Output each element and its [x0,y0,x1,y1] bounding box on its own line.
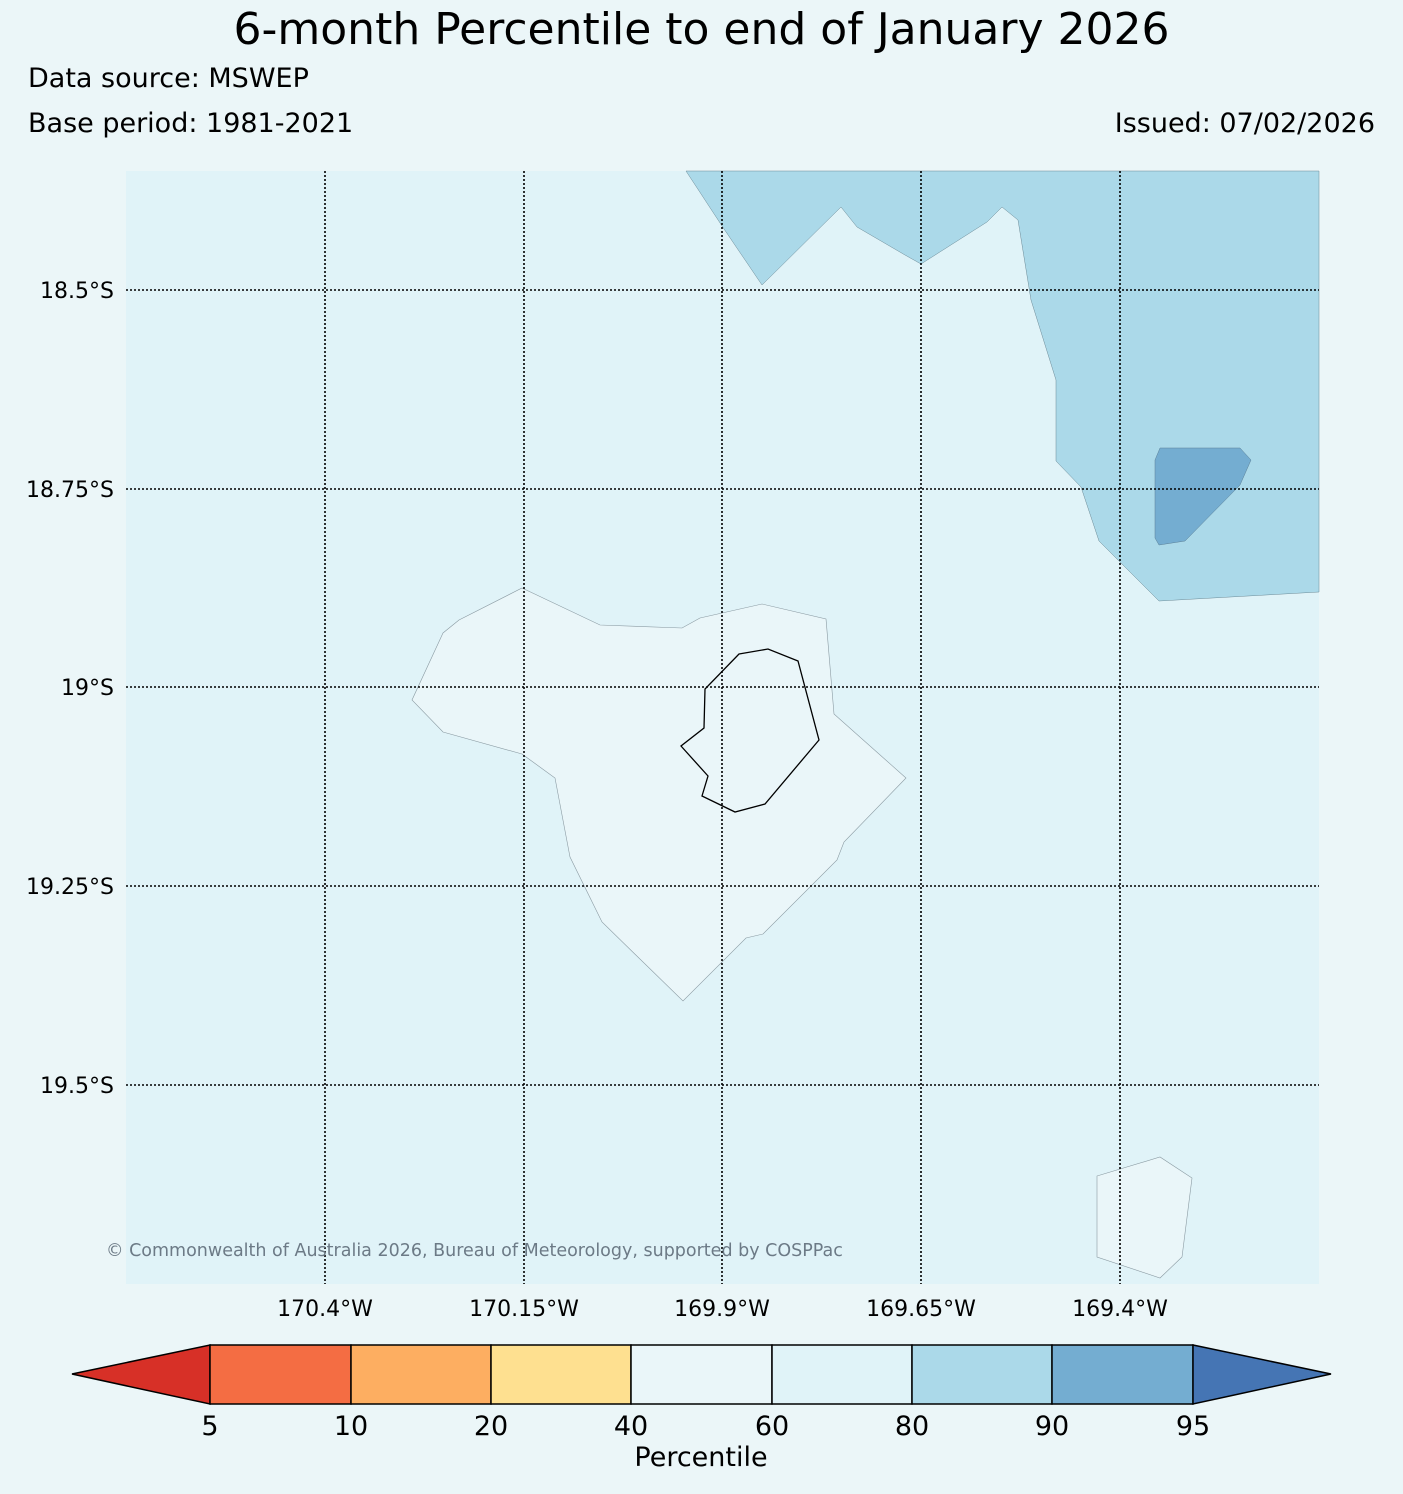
colorbar-title: Percentile [634,1442,767,1473]
colorbar-tick-label: 90 [1035,1411,1069,1442]
colorbar-segment-40-60 [630,1344,773,1405]
lon-label: 170.4°W [277,1297,373,1322]
colorbar-segment-60-80 [771,1344,913,1405]
data-source: Data source: MSWEP [28,63,309,94]
lat-label: 19°S [61,676,114,701]
colorbar-tick-label: 95 [1176,1411,1210,1442]
lon-label: 169.4°W [1072,1297,1168,1322]
region-central [411,587,907,1002]
colorbar-tick-label: 80 [895,1411,929,1442]
issued-date: Issued: 07/02/2026 [1114,108,1375,139]
colorbar-under-arrow [71,1344,211,1405]
map-title: 6-month Percentile to end of January 202… [233,4,1170,55]
lon-label: 169.9°W [674,1297,770,1322]
lat-label: 19.25°S [26,875,114,900]
lon-label: 169.65°W [866,1297,976,1322]
colorbar-segment-90-95 [1051,1344,1194,1405]
latitude-labels: 18.5°S 18.75°S 19°S 19.25°S 19.5°S [26,279,114,1099]
lat-label: 18.75°S [26,478,114,503]
colorbar-segment-80-90 [911,1344,1053,1405]
colorbar-over-arrow [1192,1344,1332,1405]
map-panel: © Commonwealth of Australia 2026, Bureau… [106,170,1320,1284]
region-north-east-core [1154,447,1252,546]
colorbar-segment-10-20 [350,1344,492,1405]
colorbar-tick-label: 60 [755,1411,789,1442]
colorbar-segment-20-40 [490,1344,632,1405]
base-period: Base period: 1981-2021 [28,108,354,139]
longitude-labels: 170.4°W 170.15°W 169.9°W 169.65°W 169.4°… [277,1297,1168,1322]
colorbar-tick-label: 5 [201,1411,218,1442]
colorbar-tick-label: 40 [614,1411,648,1442]
gridlines [126,171,1319,1284]
island-coastline [680,648,820,813]
colorbar-tick-label: 10 [334,1411,368,1442]
colorbar-tick-label: 20 [474,1411,508,1442]
lat-label: 18.5°S [40,279,114,304]
region-south-east [1096,1156,1193,1279]
colorbar-segment-5-10 [209,1344,352,1405]
colorbar: 5 10 20 40 60 80 90 95 Percentile [71,1344,1332,1473]
lat-label: 19.5°S [40,1074,114,1099]
lon-label: 170.15°W [469,1297,579,1322]
copyright-text: © Commonwealth of Australia 2026, Bureau… [106,1241,843,1261]
